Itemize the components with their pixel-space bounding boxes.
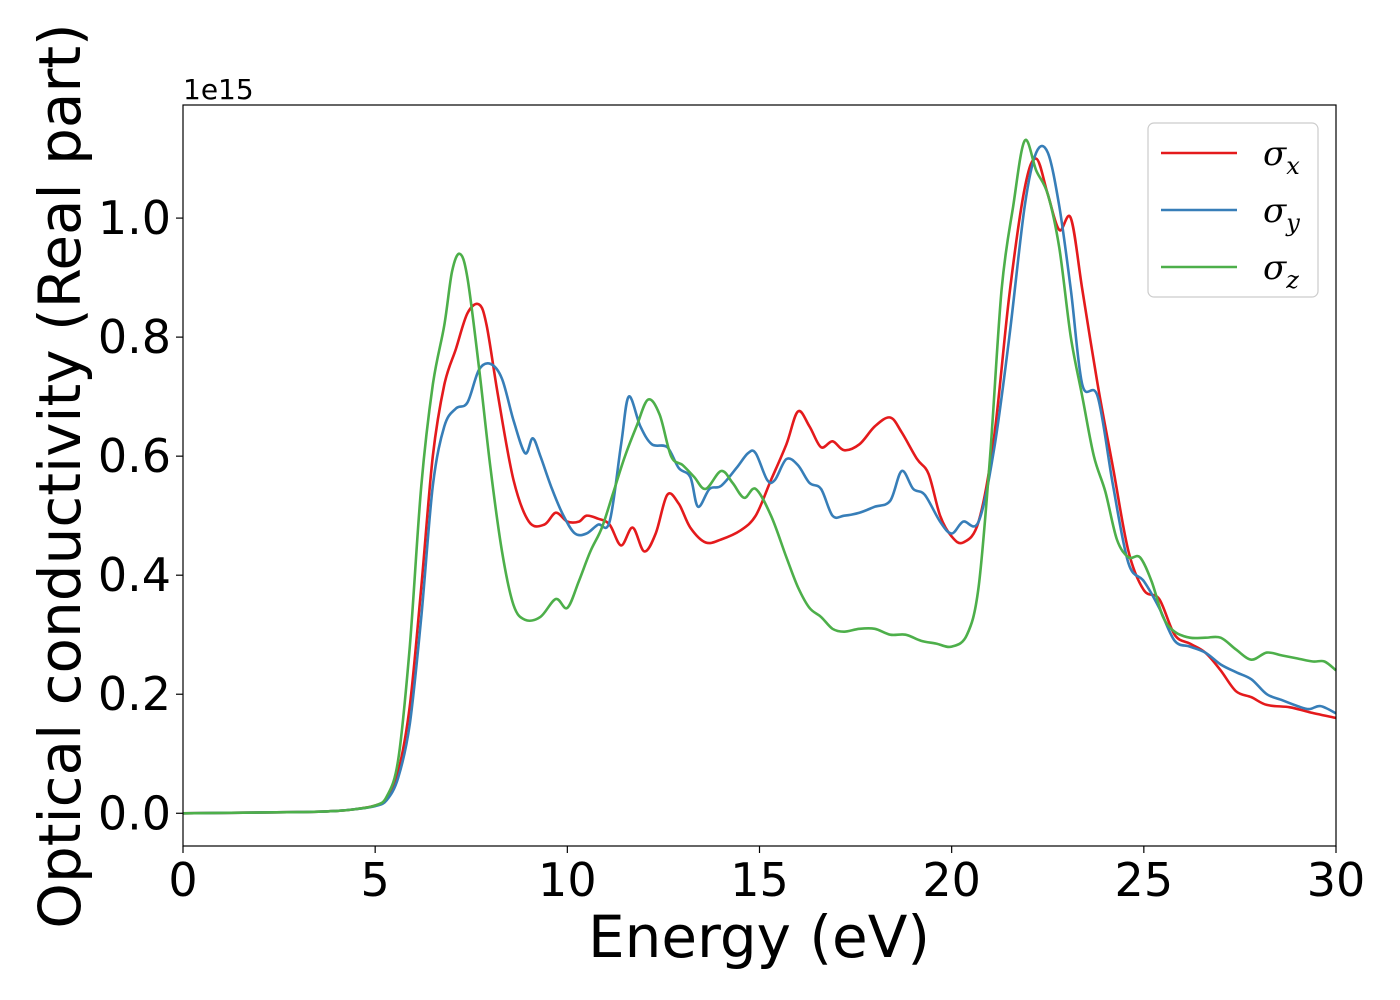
legend-label-base: σ [1263,191,1287,231]
y-tick-label: 0.2 [98,667,171,721]
legend-label-base: σ [1263,248,1287,288]
y-tick-label: 0.6 [98,429,171,483]
legend-label-subscript: y [1285,209,1300,237]
series-line-z [182,138,1337,815]
y-axis: 0.0 0.2 0.4 0.6 0.8 1.0 [98,191,183,840]
series-layer [182,138,1337,815]
x-tick-label: 25 [1115,853,1174,907]
legend-label: σy [1263,191,1300,237]
x-tick-label: 5 [361,853,390,907]
x-tick-label: 10 [538,853,597,907]
y-tick-label: 0.8 [98,310,171,364]
legend-label-subscript: x [1286,152,1300,180]
x-tick-label: 0 [168,853,197,907]
y-offset-label: 1e15 [183,73,254,106]
x-tick-label: 30 [1307,853,1366,907]
legend-label: σx [1263,134,1300,180]
x-axis: 0 5 10 15 20 25 30 [168,846,1365,907]
legend-label-base: σ [1263,134,1287,174]
y-tick-label: 0.4 [98,548,171,602]
legend-label: σz [1263,248,1299,294]
x-axis-label: Energy (eV) [588,903,930,971]
legend-label-subscript: z [1285,266,1299,294]
y-tick-label: 0.0 [98,786,171,840]
x-tick-label: 20 [922,853,981,907]
series-line-x [182,157,1337,815]
x-tick-label: 15 [730,853,789,907]
y-axis-label: Optical conductivity (Real part) [26,23,94,928]
y-tick-label: 1.0 [98,191,171,245]
